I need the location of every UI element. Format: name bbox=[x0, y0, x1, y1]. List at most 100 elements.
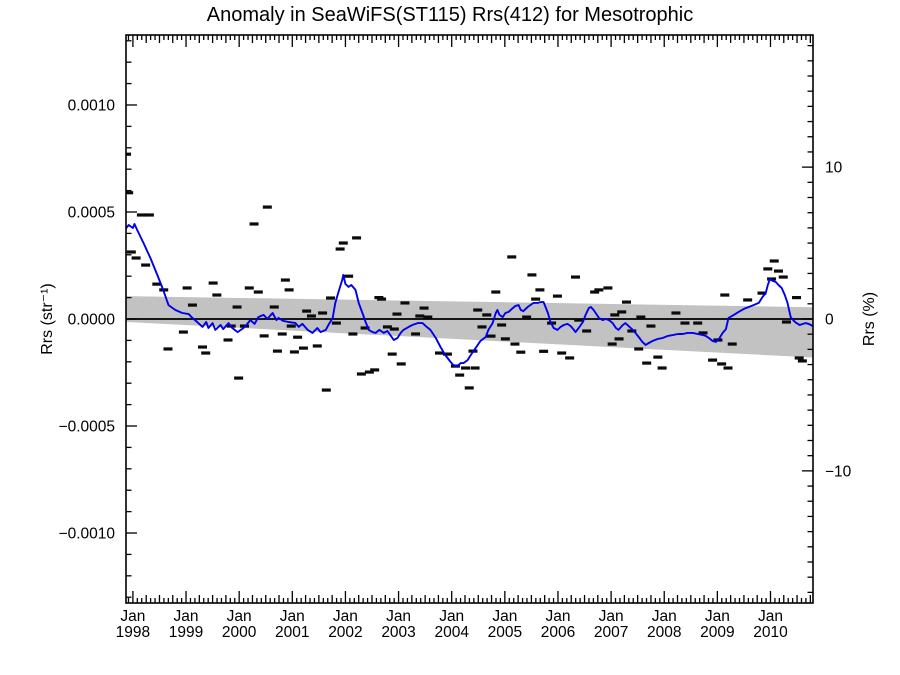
data-point-dash bbox=[198, 345, 208, 349]
data-point-dash bbox=[590, 290, 600, 294]
x-tick-month-label: Jan bbox=[758, 608, 783, 625]
data-point-dash bbox=[464, 386, 474, 390]
y-left-tick-label: 0.0005 bbox=[68, 204, 115, 221]
data-point-dash bbox=[280, 278, 290, 282]
data-point-dash bbox=[565, 356, 575, 360]
data-point-dash bbox=[269, 305, 279, 309]
data-point-dash bbox=[717, 362, 727, 366]
x-tick-year-label: 2010 bbox=[753, 624, 788, 641]
data-point-dash bbox=[284, 288, 294, 292]
data-point-dash bbox=[510, 342, 520, 346]
data-point-dash bbox=[131, 256, 141, 260]
data-point-dash bbox=[411, 332, 421, 336]
data-point-dash bbox=[298, 346, 308, 350]
data-point-dash bbox=[516, 350, 526, 354]
x-tick-year-label: 2003 bbox=[381, 624, 415, 641]
x-tick-year-label: 2000 bbox=[222, 624, 257, 641]
data-point-dash bbox=[470, 366, 480, 370]
data-point-dash bbox=[535, 288, 545, 292]
data-point-dash bbox=[473, 308, 483, 312]
data-point-dash bbox=[442, 352, 452, 356]
data-point-dash bbox=[262, 205, 272, 209]
data-point-dash bbox=[614, 337, 624, 341]
data-point-dash bbox=[455, 373, 465, 377]
data-point-dash bbox=[527, 273, 537, 277]
x-tick-month-label: Jan bbox=[492, 608, 517, 625]
data-point-dash bbox=[392, 312, 402, 316]
x-tick-month-label: Jan bbox=[439, 608, 464, 625]
x-tick-month-label: Jan bbox=[227, 608, 252, 625]
axis-ticks bbox=[126, 35, 813, 603]
data-point-dash bbox=[477, 325, 487, 329]
data-point-dash bbox=[259, 334, 269, 338]
data-point-dash bbox=[321, 388, 331, 392]
x-tick-month-label: Jan bbox=[333, 608, 358, 625]
data-point-dash bbox=[419, 306, 429, 310]
scatter-series bbox=[126, 152, 807, 392]
data-point-dash bbox=[306, 314, 316, 318]
data-point-dash bbox=[522, 315, 532, 319]
x-tick-month-label: Jan bbox=[386, 608, 411, 625]
data-point-dash bbox=[126, 191, 134, 195]
data-point-dash bbox=[646, 324, 656, 328]
x-tick-month-label: Jan bbox=[705, 608, 730, 625]
data-point-dash bbox=[232, 305, 242, 309]
left-axis-title: Rrs (str⁻¹) bbox=[39, 283, 56, 355]
data-point-dash bbox=[653, 355, 663, 359]
data-point-dash bbox=[582, 329, 592, 333]
x-tick-month-label: Jan bbox=[599, 608, 624, 625]
data-point-dash bbox=[326, 296, 336, 300]
y-left-tick-label: 0.0010 bbox=[68, 97, 116, 114]
data-point-dash bbox=[389, 327, 399, 331]
data-point-dash bbox=[277, 332, 287, 336]
data-point-dash bbox=[607, 342, 617, 346]
data-point-dash bbox=[622, 300, 632, 304]
data-point-dash bbox=[212, 293, 222, 297]
x-tick-year-label: 2007 bbox=[594, 624, 628, 641]
data-point-dash bbox=[763, 267, 773, 271]
data-point-dash bbox=[178, 330, 188, 334]
data-point-dash bbox=[497, 323, 507, 327]
data-point-dash bbox=[778, 275, 788, 279]
data-point-dash bbox=[136, 213, 146, 217]
data-point-dash bbox=[594, 288, 604, 292]
data-point-dash bbox=[312, 344, 322, 348]
data-point-dash bbox=[360, 326, 370, 330]
y-right-tick-label: −10 bbox=[825, 463, 852, 480]
x-tick-year-label: 2001 bbox=[275, 624, 309, 641]
trend-confidence-band bbox=[126, 296, 813, 358]
data-point-dash bbox=[201, 351, 211, 355]
y-right-tick-label: 10 bbox=[825, 160, 843, 177]
data-point-dash bbox=[693, 321, 703, 325]
y-left-tick-label: −0.0010 bbox=[59, 526, 116, 543]
data-point-dash bbox=[434, 351, 444, 355]
data-point-dash bbox=[557, 351, 567, 355]
data-point-dash bbox=[797, 359, 807, 363]
data-point-dash bbox=[539, 349, 549, 353]
data-point-dash bbox=[318, 311, 328, 315]
data-point-dash bbox=[289, 350, 299, 354]
data-point-dash bbox=[208, 281, 218, 285]
y-left-tick-label: −0.0005 bbox=[59, 419, 115, 436]
data-point-dash bbox=[574, 318, 584, 322]
data-point-dash bbox=[531, 297, 541, 301]
x-tick-month-label: Jan bbox=[120, 608, 145, 625]
data-point-dash bbox=[302, 309, 312, 313]
data-point-dash bbox=[757, 291, 767, 295]
data-point-dash bbox=[126, 152, 132, 156]
plot-inner bbox=[126, 152, 813, 392]
smoothed-line bbox=[126, 223, 813, 368]
data-point-dash bbox=[364, 370, 374, 374]
data-point-dash bbox=[234, 376, 244, 380]
x-tick-year-label: 2006 bbox=[541, 624, 575, 641]
data-point-dash bbox=[223, 338, 233, 342]
data-point-dash bbox=[507, 255, 517, 259]
data-point-dash bbox=[482, 313, 492, 317]
data-point-dash bbox=[723, 366, 733, 370]
data-point-dash bbox=[377, 297, 387, 301]
data-point-dash bbox=[126, 250, 136, 254]
data-point-dash bbox=[348, 332, 358, 336]
data-point-dash bbox=[141, 263, 151, 267]
data-point-dash bbox=[486, 334, 496, 338]
